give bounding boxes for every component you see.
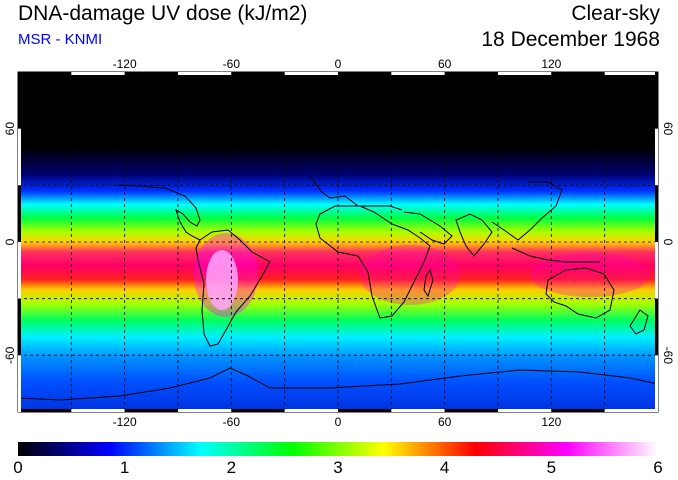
frame-tick-top [338,72,392,75]
colorbar-label: 4 [439,458,450,477]
lat-tick-label-left: 60 [3,122,17,136]
lat-labels-right: 60 0 -60 [661,122,675,364]
lon-tick-label-top: 60 [438,57,452,71]
lat-tick-label-right: -60 [661,347,675,365]
frame-tick-left [18,185,21,242]
lat-tick-label-left: 0 [3,238,17,245]
frame-tick-bottom [391,409,445,412]
frame-tick-top [551,72,605,75]
lon-tick-label-bottom: -120 [113,415,137,429]
frame-tick-bottom [498,409,552,412]
frame-tick-top [498,72,552,75]
lon-tick-label-top: -60 [223,57,241,71]
lon-tick-label-top: -120 [113,57,137,71]
frame-tick-top [178,72,232,75]
frame-tick-bottom [71,409,125,412]
coast-australia [545,267,615,319]
coast-new-zealand [629,309,649,335]
lon-tick-label-top: 120 [541,57,561,71]
frame-tick-top [124,72,178,75]
coastlines [18,175,658,401]
coast-indonesia [511,247,600,263]
coast-madagascar [423,268,434,298]
uv-hotspots [194,233,650,317]
colorbar-label: 2 [226,458,237,477]
lon-tick-label-bottom: 120 [541,415,561,429]
frame-tick-top [231,72,285,75]
coast-antarctica [18,367,658,401]
frame-tick-top [391,72,445,75]
colorbar-label: 5 [546,458,557,477]
frame-tick-left [18,128,21,186]
coast-east-asia [491,181,563,241]
lat-labels-left: 60 0 -60 [3,122,17,364]
coast-arabia [403,211,453,245]
frame-tick-bottom [444,409,498,412]
frame-tick-bottom [551,409,605,412]
frame-tick-left [18,298,21,356]
frame-tick-top [18,72,72,75]
coast-africa [315,205,431,319]
graticule [18,72,658,412]
coast-india [455,213,493,257]
colorbar [18,442,658,456]
lon-tick-label-top: 0 [335,57,342,71]
colorbar-label: 6 [653,458,663,477]
frame-tick-left [18,242,21,299]
frame-tick-bottom [18,409,72,412]
frame-tick-right [655,72,658,129]
sky-condition-label: Clear-sky [571,2,660,25]
lat-tick-label-right: 0 [661,239,675,246]
frame-tick-top [604,72,658,75]
andes-hotspot [206,250,238,310]
frame-tick-right [655,298,658,356]
frame-tick-right [655,128,658,186]
frame-tick-top [444,72,498,75]
colorbar-label: 1 [119,458,130,477]
frame-tick-right [655,355,658,412]
frame-tick-bottom [231,409,285,412]
frame-tick-right [655,242,658,299]
south-america-hotspot [194,233,258,317]
source-label: MSR - KNMI [18,31,103,48]
lon-tick-label-bottom: -60 [223,415,241,429]
frame-tick-bottom [124,409,178,412]
lon-tick-label-bottom: 60 [438,415,452,429]
lon-labels-bottom: -120 -60 0 60 120 [113,415,562,429]
frame-tick-top [284,72,338,75]
frame-tick-right [655,185,658,242]
frame-ticks [18,72,658,412]
frame-tick-left [18,72,21,129]
date-label: 18 December 1968 [481,28,660,51]
frame-tick-bottom [604,409,658,412]
frame-tick-bottom [284,409,338,412]
colorbar-label: 0 [13,458,23,477]
africa-hotspot [360,245,460,305]
frame-tick-left [18,355,21,412]
colorbar-label: 3 [333,458,343,477]
coast-north-america [117,184,201,241]
frame-tick-bottom [338,409,392,412]
frame-tick-top [71,72,125,75]
map-title: DNA-damage UV dose (kJ/m2) [18,2,308,25]
lon-tick-label-bottom: 0 [335,415,342,429]
coast-europe [309,175,403,211]
lon-labels-top: -120 -60 0 60 120 [113,57,562,71]
map-area: -120 -60 0 60 120 -120 -60 0 60 120 60 0 -60 60 0 -6… [3,57,675,429]
australia-hotspot [530,253,650,297]
frame-tick-bottom [178,409,232,412]
lat-tick-label-right: 60 [661,122,675,136]
lat-tick-label-left: -60 [3,346,17,364]
